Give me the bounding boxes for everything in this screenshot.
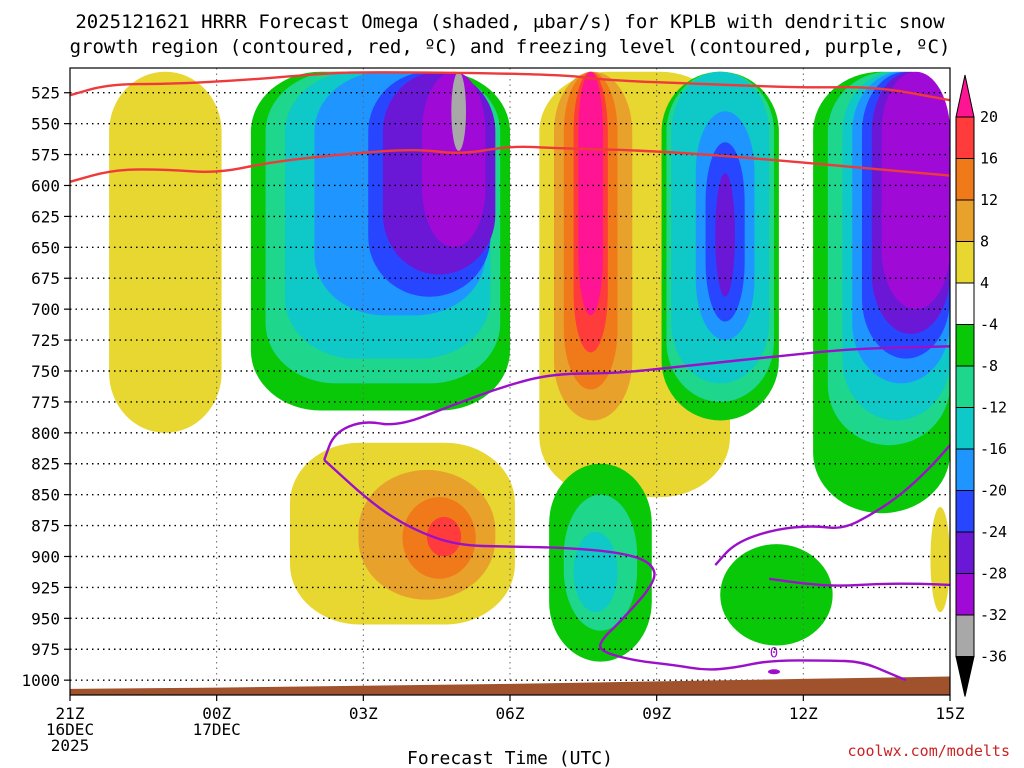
xtick-label-6-0: 03Z bbox=[349, 704, 378, 723]
colorbar: 20 16 12 8 4 -4 -8 -12 -16 -20 -24 -28 -32 -36 bbox=[955, 74, 1007, 697]
colorbar-swatch-6 bbox=[955, 324, 975, 367]
colorbar-swatch-1 bbox=[955, 116, 975, 159]
chart-title-line2: growth region (contoured, red, ºC) and f… bbox=[70, 36, 951, 58]
xtick-label-0-0: 21Z bbox=[56, 704, 85, 723]
colorbar-swatch-10 bbox=[955, 490, 975, 533]
colorbar-swatch-12 bbox=[955, 573, 975, 616]
freezing-contour-main bbox=[323, 345, 950, 461]
colorbar-label-1: 16 bbox=[980, 150, 998, 168]
ytick-label-700: 700 bbox=[31, 300, 60, 319]
ytick-label-925: 925 bbox=[31, 578, 60, 597]
xtick-label-3-0: 00Z bbox=[202, 704, 231, 723]
chart-title-line1: 2025121621 HRRR Forecast Omega (shaded, … bbox=[75, 11, 945, 33]
ytick-label-825: 825 bbox=[31, 455, 60, 474]
colorbar-swatch-8 bbox=[955, 407, 975, 450]
colorbar-swatch-11 bbox=[955, 531, 975, 574]
colorbar-label-9: -20 bbox=[980, 482, 1007, 500]
freezing-level-contours: 0 bbox=[323, 345, 950, 682]
colorbar-label-4: 4 bbox=[980, 274, 989, 292]
colorbar-swatch-7 bbox=[955, 365, 975, 408]
freezing-zero-label: 0 bbox=[770, 646, 778, 662]
omega-region-low-neg2--8 bbox=[720, 544, 833, 646]
colorbar-swatch-4 bbox=[955, 241, 975, 284]
omega-region-col1-pos-4 bbox=[109, 71, 222, 433]
omega-region-col4-neg--28 bbox=[715, 173, 735, 297]
colorbar-label-0: 20 bbox=[980, 108, 998, 126]
dgz-contour-lower bbox=[70, 145, 950, 183]
colorbar-label-13: -36 bbox=[980, 648, 1007, 666]
ytick-label-900: 900 bbox=[31, 547, 60, 566]
colorbar-label-8: -16 bbox=[980, 440, 1007, 458]
omega-region-low-pos-16 bbox=[426, 516, 462, 557]
dendritic-growth-contours bbox=[70, 71, 950, 183]
freezing-contour-lower-branch bbox=[323, 459, 907, 682]
ytick-label-1000: 1000 bbox=[21, 671, 60, 690]
colorbar-label-6: -8 bbox=[980, 357, 998, 375]
ytick-label-625: 625 bbox=[31, 207, 60, 226]
xtick-label-0-1: 16DEC bbox=[46, 720, 94, 739]
ytick-label-750: 750 bbox=[31, 362, 60, 381]
ytick-label-600: 600 bbox=[31, 176, 60, 195]
colorbar-label-5: -4 bbox=[980, 316, 998, 334]
omega-region-col3-pos-20 bbox=[578, 71, 603, 316]
terrain-fill bbox=[70, 676, 950, 695]
ytick-label-800: 800 bbox=[31, 424, 60, 443]
colorbar-swatch-13 bbox=[955, 614, 975, 657]
omega-region-col2-neg--32 bbox=[422, 71, 486, 248]
freezing-zero-dot bbox=[768, 669, 780, 675]
xtick-label-3-1: 17DEC bbox=[193, 720, 241, 739]
credit-text: coolwx.com/modelts bbox=[847, 742, 1010, 760]
grid-lines bbox=[69, 68, 951, 695]
xtick-label-12-0: 09Z bbox=[642, 704, 671, 723]
ytick-label-850: 850 bbox=[31, 486, 60, 505]
ytick-label-975: 975 bbox=[31, 640, 60, 659]
x-axis-label: Forecast Time (UTC) bbox=[407, 748, 613, 768]
dgz-contour-upper bbox=[70, 71, 950, 102]
freezing-contour-branch-right bbox=[714, 444, 950, 566]
omega-shading bbox=[109, 71, 950, 662]
colorbar-swatch-9 bbox=[955, 448, 975, 491]
colorbar-top-arrow bbox=[955, 74, 975, 118]
colorbar-swatch-3 bbox=[955, 199, 975, 242]
freezing-contour-branch-flat bbox=[768, 577, 950, 587]
omega-region-edge-pos-4 bbox=[930, 507, 950, 613]
omega-region-low-neg--16 bbox=[573, 531, 618, 613]
ytick-label-725: 725 bbox=[31, 331, 60, 350]
ytick-label-875: 875 bbox=[31, 517, 60, 536]
colorbar-bottom-arrow bbox=[955, 656, 975, 697]
ytick-label-775: 775 bbox=[31, 393, 60, 412]
ytick-label-575: 575 bbox=[31, 146, 60, 165]
colorbar-swatch-2 bbox=[955, 158, 975, 201]
ytick-label-650: 650 bbox=[31, 238, 60, 257]
terrain-shape bbox=[70, 676, 950, 695]
colorbar-label-7: -12 bbox=[980, 399, 1007, 417]
y-axis-ticks: 525 550 575 600 625 650 675 700 725 750 775 800 825 8… bbox=[21, 84, 70, 690]
colorbar-label-2: 12 bbox=[980, 191, 998, 209]
colorbar-label-10: -24 bbox=[980, 523, 1007, 541]
xtick-label-15-0: 12Z bbox=[789, 704, 818, 723]
colorbar-label-3: 8 bbox=[980, 233, 989, 251]
xtick-label-9-0: 06Z bbox=[496, 704, 525, 723]
xtick-label-18-0: 15Z bbox=[936, 704, 965, 723]
colorbar-label-11: -28 bbox=[980, 565, 1007, 583]
ytick-label-950: 950 bbox=[31, 609, 60, 628]
colorbar-swatch-5 bbox=[955, 282, 975, 325]
ytick-label-550: 550 bbox=[31, 115, 60, 134]
omega-region-col5-neg--32 bbox=[881, 71, 950, 310]
ytick-label-525: 525 bbox=[31, 84, 60, 103]
ytick-label-675: 675 bbox=[31, 269, 60, 288]
colorbar-label-12: -32 bbox=[980, 606, 1007, 624]
xtick-label-0-2: 2025 bbox=[51, 736, 90, 755]
omega-region-col2-neg--36 bbox=[451, 71, 466, 151]
